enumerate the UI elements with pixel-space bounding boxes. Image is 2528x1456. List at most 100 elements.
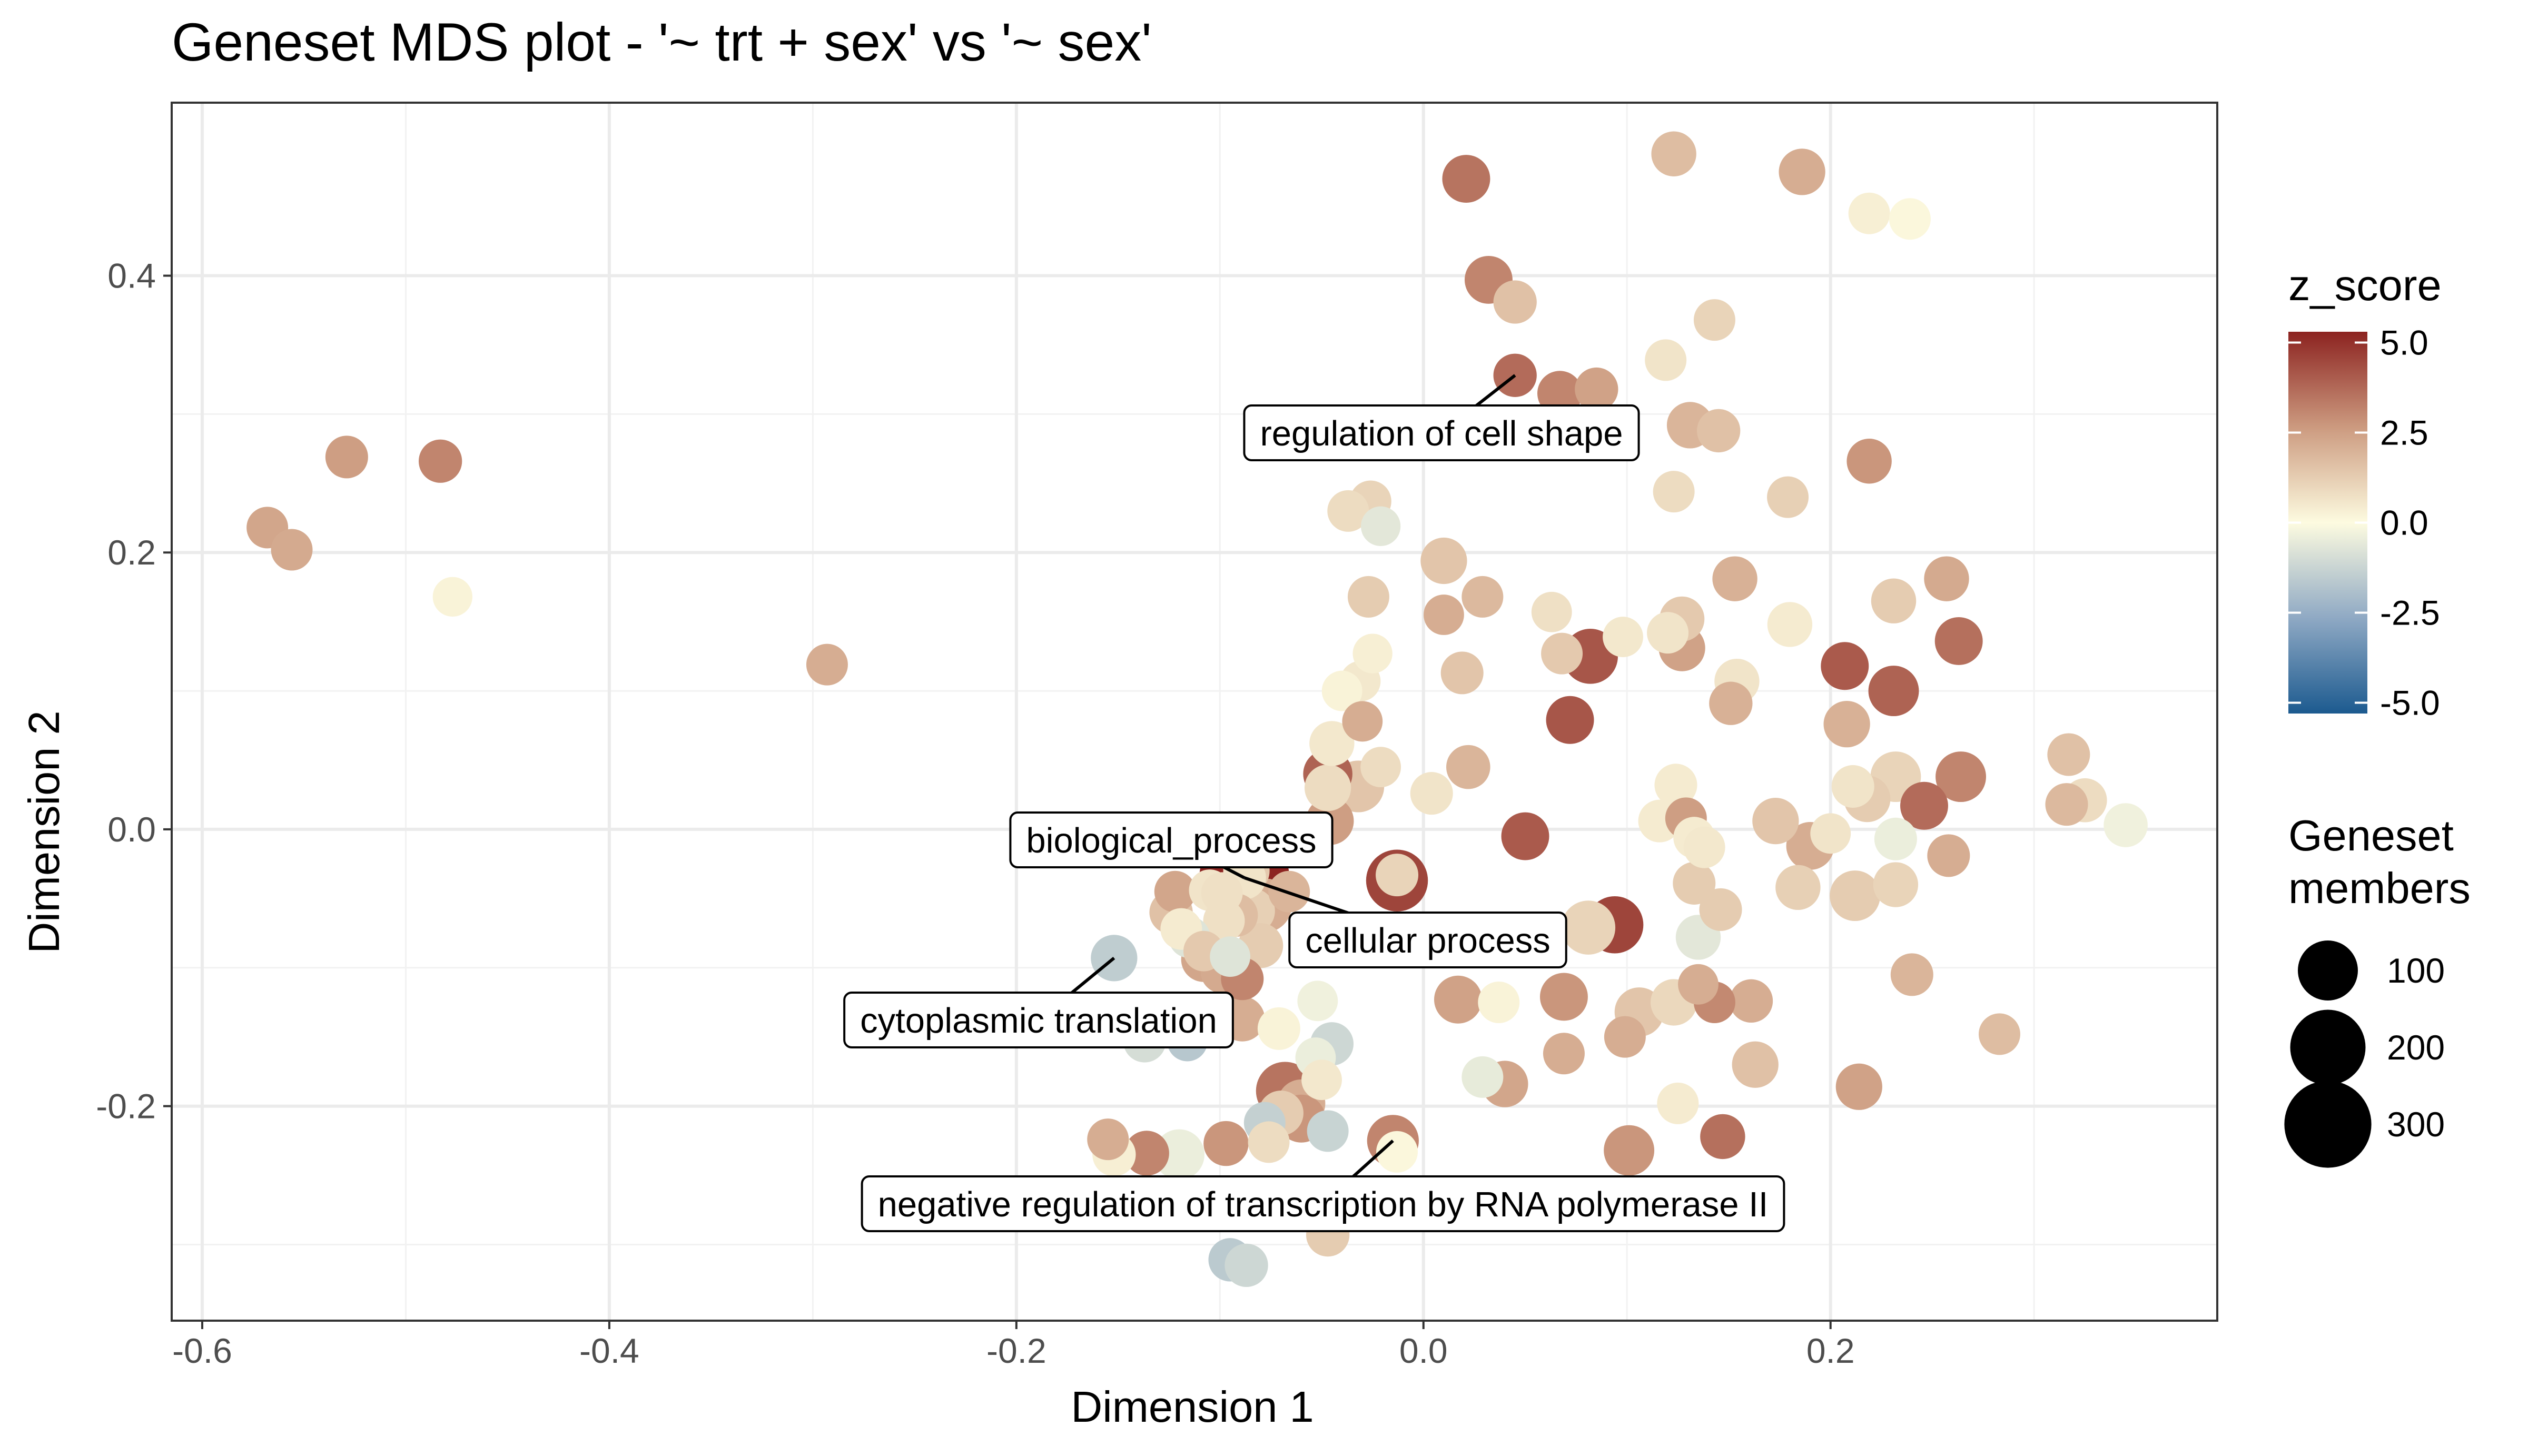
annotation-label: cytoplasmic translation [843,957,1234,1048]
color-bar-label: 5.0 [2380,323,2428,362]
annotation-label: cellular process [1243,876,1567,968]
scatter-point [1935,751,1987,802]
scatter-point [1493,280,1537,324]
scatter-point [1434,975,1482,1024]
scatter-point [1347,576,1389,618]
x-tick-label: 0.2 [1806,1331,1855,1370]
annotation-box [1288,912,1567,968]
y-tick-label: 0.4 [107,256,156,295]
scatter-point [1446,745,1490,789]
annotation-text: biological_process [1026,821,1316,860]
scatter-point [1683,826,1725,868]
scatter-point [1873,862,1919,907]
scatter-point [1461,576,1504,618]
annotation-label: negative regulation of transcription by … [861,1140,1785,1232]
y-axis-title: Dimension 2 [19,710,68,953]
x-tick-label: -0.6 [172,1331,232,1370]
plot-panel: regulation of cell shape biological_proce… [96,102,2218,1370]
scatter-point [1678,964,1719,1005]
size-legend-label: 300 [2387,1105,2445,1144]
scatter-point [1810,813,1851,854]
scatter-point [1693,299,1735,341]
annotation-text: negative regulation of transcription by … [878,1185,1769,1224]
y-tick-label: -0.2 [96,1087,156,1126]
scatter-point [1321,670,1362,711]
scatter-point [1823,701,1870,748]
scatter-point [1154,1129,1204,1180]
chart-title: Geneset MDS plot - '~ trt + sex' vs '~ s… [172,12,1152,72]
x-tick-label: -0.4 [579,1331,639,1370]
scatter-point [1301,1059,1342,1101]
scatter-point [1424,595,1464,635]
scatter-point [1376,1131,1418,1173]
scatter-point [271,529,313,571]
scatter-point [1478,981,1520,1023]
scatter-point [325,435,368,479]
scatter-point [1868,666,1919,717]
scatter-point [1927,834,1970,877]
scatter-point [1696,409,1741,453]
annotation-text: cellular process [1305,921,1550,960]
scatter-point [1657,1082,1699,1124]
scatter-point [1848,192,1890,234]
color-legend-title: z_score [2288,261,2442,310]
scatter-point [1709,681,1753,725]
scatter-point [1575,367,1618,411]
scatter-point [1091,935,1138,982]
scatter-point [1420,537,1467,585]
annotation-text: cytoplasmic translation [860,1001,1217,1041]
scatter-point [1461,1056,1504,1098]
color-bar-label: 2.5 [2380,413,2428,452]
scatter-point [1297,980,1338,1022]
scatter-point [2104,803,2148,847]
scatter-point [1890,953,1933,996]
scatter-point [1767,476,1809,518]
scatter-point [1699,888,1742,931]
scatter-point [2047,733,2090,776]
scatter-point [1673,861,1716,905]
annotation-label: regulation of cell shape [1243,374,1640,461]
size-legend-label: 100 [2387,951,2445,990]
scatter-point [432,577,472,617]
scatter-point [1647,612,1689,654]
scatter-point [1767,602,1813,647]
scatter-point [1653,471,1695,513]
scatter-point [1203,1121,1249,1166]
color-bar-label: -5.0 [2380,683,2440,722]
scatter-point [1821,642,1869,690]
scatter-point [1700,1114,1745,1160]
scatter-point [1376,854,1419,897]
scatter-point [806,643,848,686]
scatter-point [1604,1016,1646,1058]
scatter-point [418,439,462,483]
scatter-point [1779,148,1825,195]
size-legend-key [2290,1009,2366,1085]
scatter-point [1203,899,1245,942]
scatter-point [1154,870,1196,913]
color-bar [2288,332,2367,714]
scatter-point [1546,696,1594,744]
annotation-box [1243,404,1640,461]
scatter-point [1729,979,1773,1023]
scatter-point [1846,439,1892,484]
scatter-point [1752,798,1799,845]
scatter-point [1307,1110,1349,1152]
scatter-point [1874,817,1917,860]
size-legend-title: members [2288,864,2471,913]
color-bar-label: -2.5 [2380,593,2440,632]
scatter-point [1900,781,1948,830]
scatter-point [1889,198,1931,240]
scatter-point [1531,591,1572,632]
scatter-point [1442,155,1490,203]
scatter-point [1603,617,1643,657]
size-legend-key [2298,940,2358,1001]
scatter-point [1124,1131,1169,1176]
scatter-point [1831,765,1874,808]
scatter-point [1248,1121,1290,1163]
scatter-point [1934,617,1983,665]
scatter-point [1360,747,1401,788]
scatter-point [1224,1243,1268,1287]
scatter-point [1210,936,1251,977]
